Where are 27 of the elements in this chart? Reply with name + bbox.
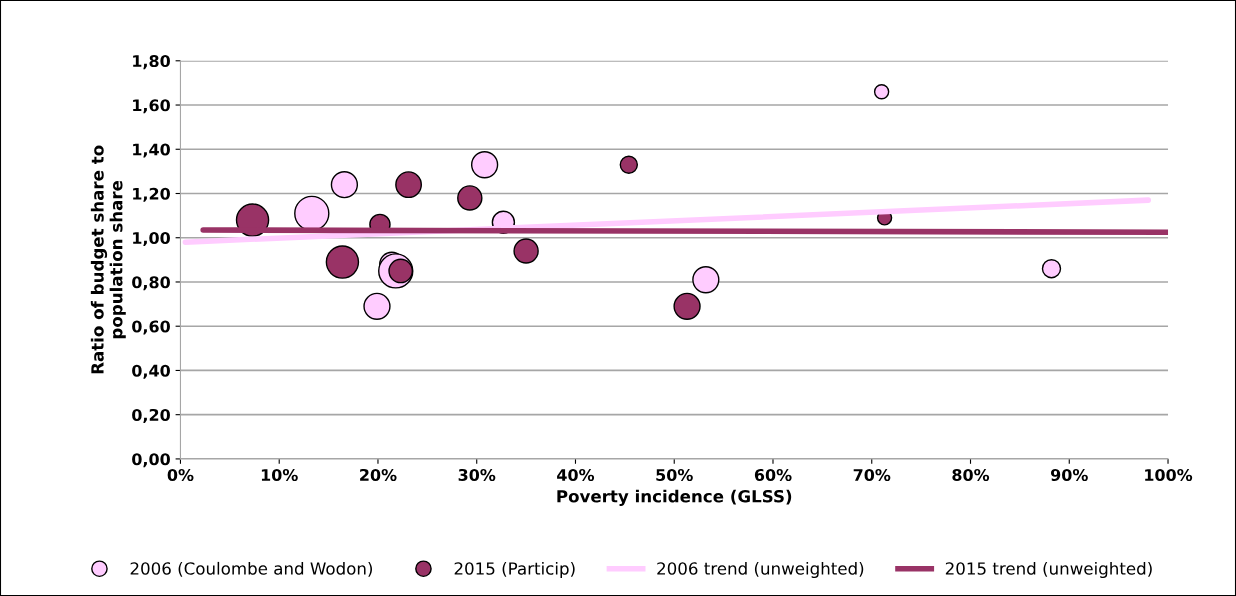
x-tick-label: 30% xyxy=(458,468,496,482)
y-tick-label: 1,40 xyxy=(133,143,170,158)
legend-label: 2006 trend (unweighted) xyxy=(657,561,864,579)
x-tick-label: 90% xyxy=(1050,468,1088,482)
y-tick-label: 0,00 xyxy=(132,453,170,468)
y-axis-title: Ratio of budget share to population share xyxy=(90,145,126,374)
y-tick-label: 0,60 xyxy=(132,320,170,335)
legend-label: 2015 trend (unweighted) xyxy=(945,561,1152,579)
y-tick-label: 1,00 xyxy=(133,231,170,247)
x-tick-label: 70% xyxy=(853,468,891,482)
x-tick-label: 20% xyxy=(360,468,397,482)
x-tick-label: 80% xyxy=(952,468,990,482)
x-tick-label: 0% xyxy=(167,468,194,482)
x-tick-label: 40% xyxy=(557,468,595,482)
x-tick-label: 100% xyxy=(1145,468,1193,482)
y-tick-label: 1,20 xyxy=(133,187,170,202)
y-tick-label: 0,80 xyxy=(132,276,170,291)
legend-label: 2006 (Coulombe and Wodon) xyxy=(130,561,373,577)
x-tick-label: 60% xyxy=(754,468,792,482)
x-tick-label: 10% xyxy=(261,468,298,482)
y-tick-label: 0,20 xyxy=(132,408,170,424)
y-tick-label: 0,40 xyxy=(132,364,170,379)
y-tick-label: 1,80 xyxy=(133,55,170,70)
legend-label: 2015 (Particip) xyxy=(454,561,575,579)
y-tick-label: 1,60 xyxy=(133,99,170,114)
x-tick-label: 50% xyxy=(656,468,693,482)
x-axis-title: Poverty incidence (GLSS) xyxy=(557,489,792,506)
